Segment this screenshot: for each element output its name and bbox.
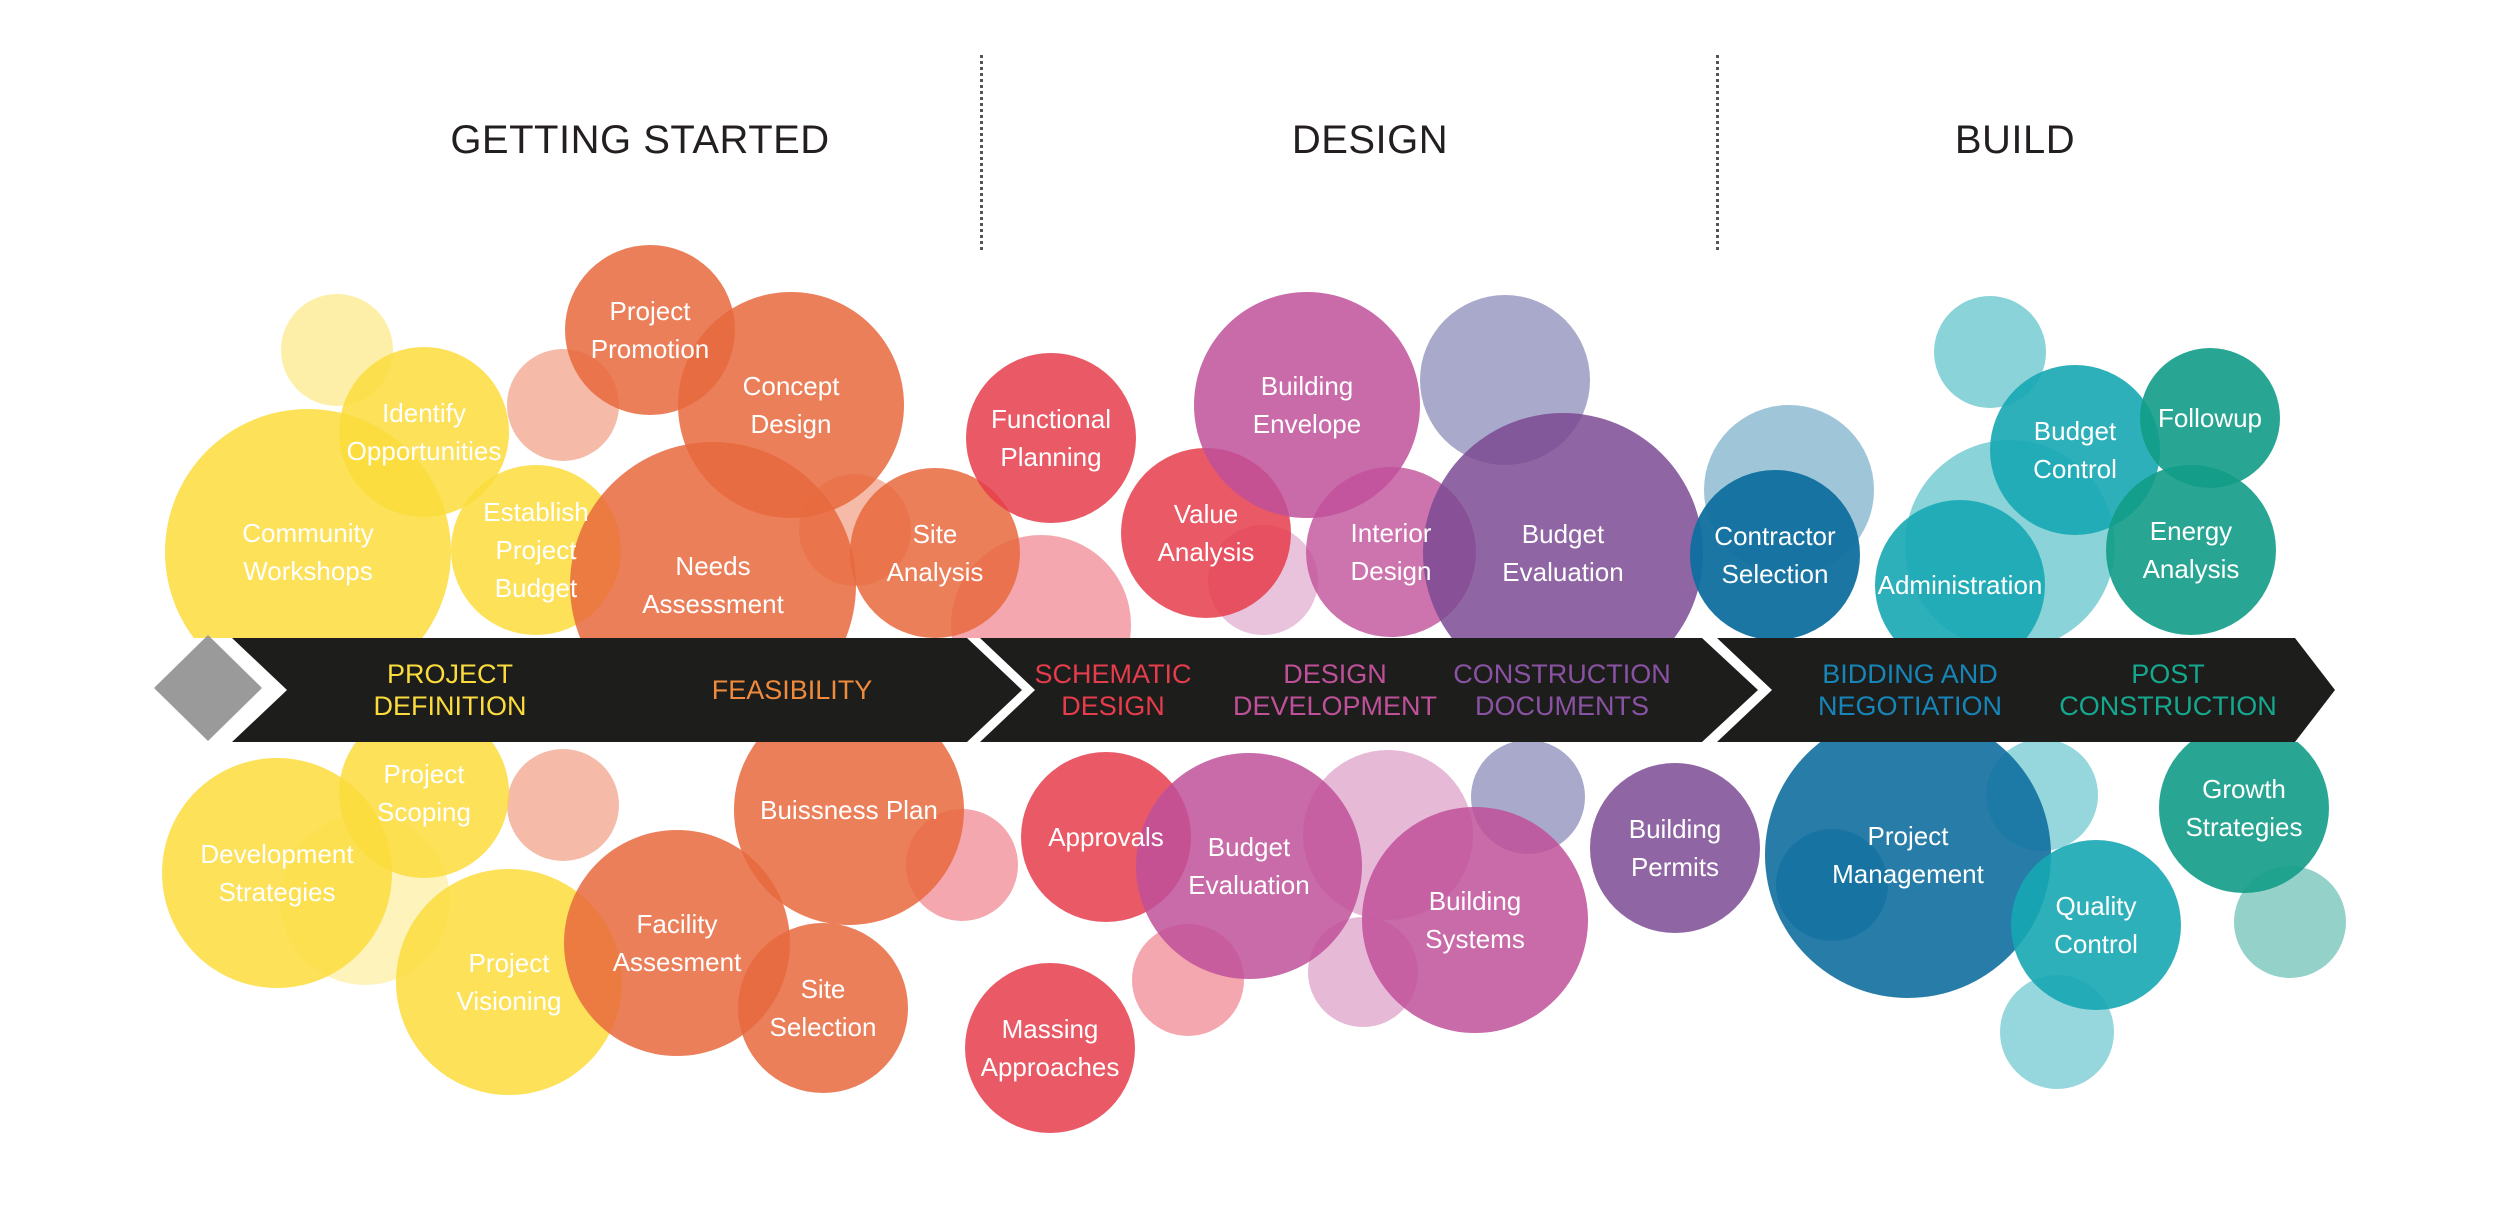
activity-label: Massing Approaches [981, 1014, 1120, 1082]
activity-bubble [162, 758, 392, 988]
activity-bubble [966, 353, 1136, 523]
activity-label: Value Analysis [1158, 499, 1255, 567]
activity-label: Administration [1878, 570, 2043, 600]
activity-bubble [734, 742, 964, 925]
activity-label: Interior Design [1351, 518, 1432, 586]
activity-bubble [165, 409, 451, 638]
activity-bubble [564, 830, 790, 1056]
upper-bubbles [165, 245, 2280, 638]
activity-bubble [1423, 413, 1703, 638]
activity-label: Project Visioning [456, 948, 561, 1016]
activity-bubble [570, 442, 856, 638]
activity-bubble [1690, 470, 1860, 638]
activity-bubble [850, 468, 1020, 638]
phase-title-design: DESIGN [1291, 118, 1449, 162]
start-diamond [154, 635, 262, 741]
activity-label: Building Envelope [1253, 371, 1361, 439]
activity-label: Needs Assessment [642, 551, 784, 619]
phase-divider [1716, 55, 1719, 250]
activity-label: Site Analysis [887, 519, 984, 587]
activity-bubble [2140, 348, 2280, 488]
activity-label: Budget Evaluation [1502, 519, 1623, 587]
activity-bubble [738, 923, 908, 1093]
stage-label: PROJECT DEFINITION [374, 659, 527, 721]
activity-label: Quality Control [2054, 891, 2138, 959]
phase-divider [980, 55, 983, 250]
activity-label: Budget Evaluation [1188, 832, 1309, 900]
activity-label: Budget Control [2033, 416, 2117, 484]
phase-title-build: BUILD [1954, 118, 2076, 162]
activity-label: Approvals [1048, 822, 1164, 852]
activity-label: Development Strategies [200, 839, 354, 907]
activity-label: Community Workshops [242, 518, 373, 586]
activity-label: Site Selection [770, 974, 877, 1042]
activity-bubble [1362, 807, 1588, 1033]
activity-label: Building Systems [1425, 886, 1525, 954]
activity-label: Project Management [1832, 821, 1985, 889]
activity-label: Functional Planning [991, 404, 1111, 472]
decorative-bubble [2234, 866, 2346, 978]
stage-label: CONSTRUCTION DOCUMENTS [1453, 659, 1671, 721]
activity-bubble [2159, 742, 2329, 893]
activity-label: Project Promotion [591, 296, 710, 364]
decorative-bubble [507, 749, 619, 861]
activity-label: Identify Opportunities [347, 398, 502, 466]
stage-label: DESIGN DEVELOPMENT [1233, 659, 1437, 721]
stage-arrow-design [980, 638, 1758, 742]
activity-bubble [1590, 763, 1760, 933]
activity-bubble [2011, 840, 2181, 1010]
activity-bubble [1875, 500, 2045, 638]
activity-bubble [1194, 292, 1420, 518]
activity-bubble [965, 963, 1135, 1133]
activity-label: Buissness Plan [760, 795, 938, 825]
stage-arrow-build [1717, 638, 2335, 742]
phase-title-getting-started: GETTING STARTED [450, 118, 830, 162]
activity-label: Facility Assesment [613, 909, 742, 977]
stage-label: BIDDING AND NEGOTIATION [1818, 659, 2002, 721]
stage-arrow-getting-started [232, 638, 1022, 742]
activity-label: Energy Analysis [2143, 516, 2240, 584]
stage-label: SCHEMATIC DESIGN [1034, 659, 1191, 721]
activity-label: Growth Strategies [2185, 774, 2302, 842]
activity-label: Establish Project Budget [483, 497, 589, 603]
stage-label: FEASIBILITY [712, 675, 873, 705]
activity-bubble [1990, 365, 2160, 535]
activity-label: Followup [2158, 403, 2262, 433]
stage-label: POST CONSTRUCTION [2059, 659, 2277, 721]
activity-label: Project Scoping [377, 759, 471, 827]
activity-bubble [1765, 742, 2051, 998]
activity-bubble [1136, 753, 1362, 979]
activity-label: Building Permits [1629, 814, 1722, 882]
activity-bubble [2106, 465, 2276, 635]
lower-bubbles [162, 742, 2346, 1133]
activity-label: Contractor Selection [1714, 521, 1836, 589]
activity-label: Concept Design [743, 371, 841, 439]
decorative-bubble [1934, 296, 2046, 408]
